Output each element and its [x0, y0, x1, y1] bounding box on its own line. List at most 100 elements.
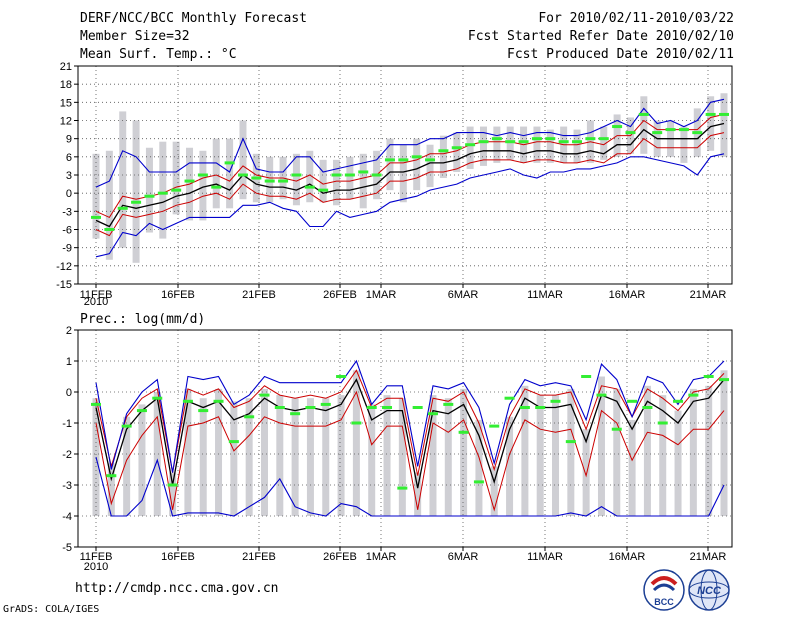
- marker-point: [652, 131, 663, 135]
- marker-point: [318, 188, 329, 192]
- marker-point: [596, 393, 607, 397]
- box-bar: [567, 388, 575, 516]
- series-line: [95, 132, 725, 237]
- box-bar: [426, 144, 434, 188]
- box-bar: [123, 416, 131, 516]
- box-bar: [107, 463, 115, 516]
- marker-point: [304, 185, 315, 189]
- box-bar: [479, 126, 487, 166]
- marker-point: [224, 161, 235, 165]
- marker-point: [451, 146, 462, 150]
- y-tick-label: 1: [66, 356, 72, 368]
- marker-point: [443, 402, 454, 406]
- box-bar: [276, 395, 284, 516]
- series-line: [95, 122, 725, 228]
- marker-point: [535, 406, 546, 409]
- box-bar: [169, 472, 177, 516]
- header-member-size: Member Size=32: [80, 29, 190, 44]
- y-tick-label: 3: [66, 170, 72, 182]
- marker-point: [104, 228, 115, 231]
- box-bar: [689, 388, 697, 516]
- y-tick-label: 9: [66, 134, 72, 146]
- marker-point: [565, 440, 576, 444]
- header-refer-date: Fcst Started Refer Date 2010/02/10: [467, 29, 734, 44]
- box-bar: [536, 395, 544, 516]
- x-tick-label: 21FEB: [242, 551, 276, 563]
- box-bar: [399, 144, 407, 203]
- marker-point: [705, 112, 716, 116]
- box-bar: [506, 126, 514, 160]
- y-tick-label: 18: [60, 79, 72, 91]
- marker-point: [278, 179, 289, 183]
- marker-point: [167, 483, 178, 487]
- x-tick-label: 11MAR: [527, 289, 563, 301]
- y-tick-label: -3: [62, 206, 72, 218]
- box-bar: [306, 150, 314, 203]
- marker-point: [251, 176, 262, 180]
- marker-point: [320, 402, 331, 406]
- box-bar: [172, 141, 180, 215]
- y-tick-label: 12: [60, 116, 72, 128]
- ncc-logo: NCC: [688, 569, 730, 611]
- y-tick-label: -15: [56, 279, 72, 291]
- box-bar: [260, 388, 268, 516]
- marker-point: [344, 173, 355, 177]
- x-tick-label: 21MAR: [690, 289, 727, 301]
- box-bar: [600, 126, 608, 160]
- marker-point: [291, 173, 302, 177]
- marker-point: [136, 409, 147, 413]
- marker-point: [384, 158, 395, 162]
- box-bar: [153, 392, 161, 516]
- series-line: [95, 153, 725, 258]
- marker-point: [505, 140, 516, 144]
- marker-point: [425, 158, 436, 162]
- marker-point: [719, 378, 729, 382]
- box-bar: [359, 153, 367, 209]
- marker-point: [678, 128, 689, 132]
- x-tick-label: 26FEB: [323, 551, 357, 563]
- box-bar: [292, 153, 300, 206]
- box-bar: [199, 150, 207, 221]
- box-bar: [439, 135, 447, 179]
- marker-point: [491, 137, 502, 141]
- x-tick-label: 6MAR: [448, 289, 479, 301]
- y-tick-label: -12: [56, 261, 72, 273]
- series-line: [95, 359, 725, 473]
- box-bar: [368, 404, 376, 516]
- marker-point: [184, 179, 195, 183]
- marker-point: [478, 140, 489, 144]
- y-tick-label: 0: [66, 188, 72, 200]
- box-bar: [533, 126, 541, 163]
- marker-point: [106, 474, 117, 478]
- y-tick-label: 6: [66, 152, 72, 164]
- y-tick-label: 0: [66, 387, 72, 399]
- marker-point: [228, 440, 239, 444]
- marker-point: [264, 179, 275, 183]
- box-bar: [199, 398, 207, 516]
- chart-panel-precipitation: -5 -4 -3 -2 -1 0 1 2 11FEB 16FEB 21FEB 26FEB 1MAR 6MA…: [62, 312, 733, 573]
- box-bar: [215, 388, 223, 516]
- box-bar: [212, 138, 220, 209]
- marker-point: [427, 412, 438, 416]
- footer-url[interactable]: http://cmdp.ncc.cma.gov.cn: [75, 581, 279, 596]
- box-bar: [322, 398, 330, 516]
- box-bar: [573, 129, 581, 163]
- marker-point: [692, 131, 703, 135]
- marker-point: [244, 415, 255, 419]
- series-line: [95, 113, 725, 219]
- box-bar: [643, 385, 651, 516]
- box-bar: [546, 129, 554, 163]
- series-line: [95, 98, 725, 188]
- x-tick-label: 16FEB: [161, 289, 195, 301]
- box-bar: [266, 156, 274, 203]
- marker-point: [211, 185, 222, 189]
- marker-point: [489, 424, 500, 428]
- marker-point: [585, 137, 596, 141]
- x-tick-label: 11MAR: [527, 551, 563, 563]
- box-bar: [138, 404, 146, 516]
- box-bar: [628, 419, 636, 516]
- x-year-label: 2010: [84, 296, 108, 308]
- marker-point: [673, 399, 684, 403]
- x-tick-label: 16MAR: [609, 551, 646, 563]
